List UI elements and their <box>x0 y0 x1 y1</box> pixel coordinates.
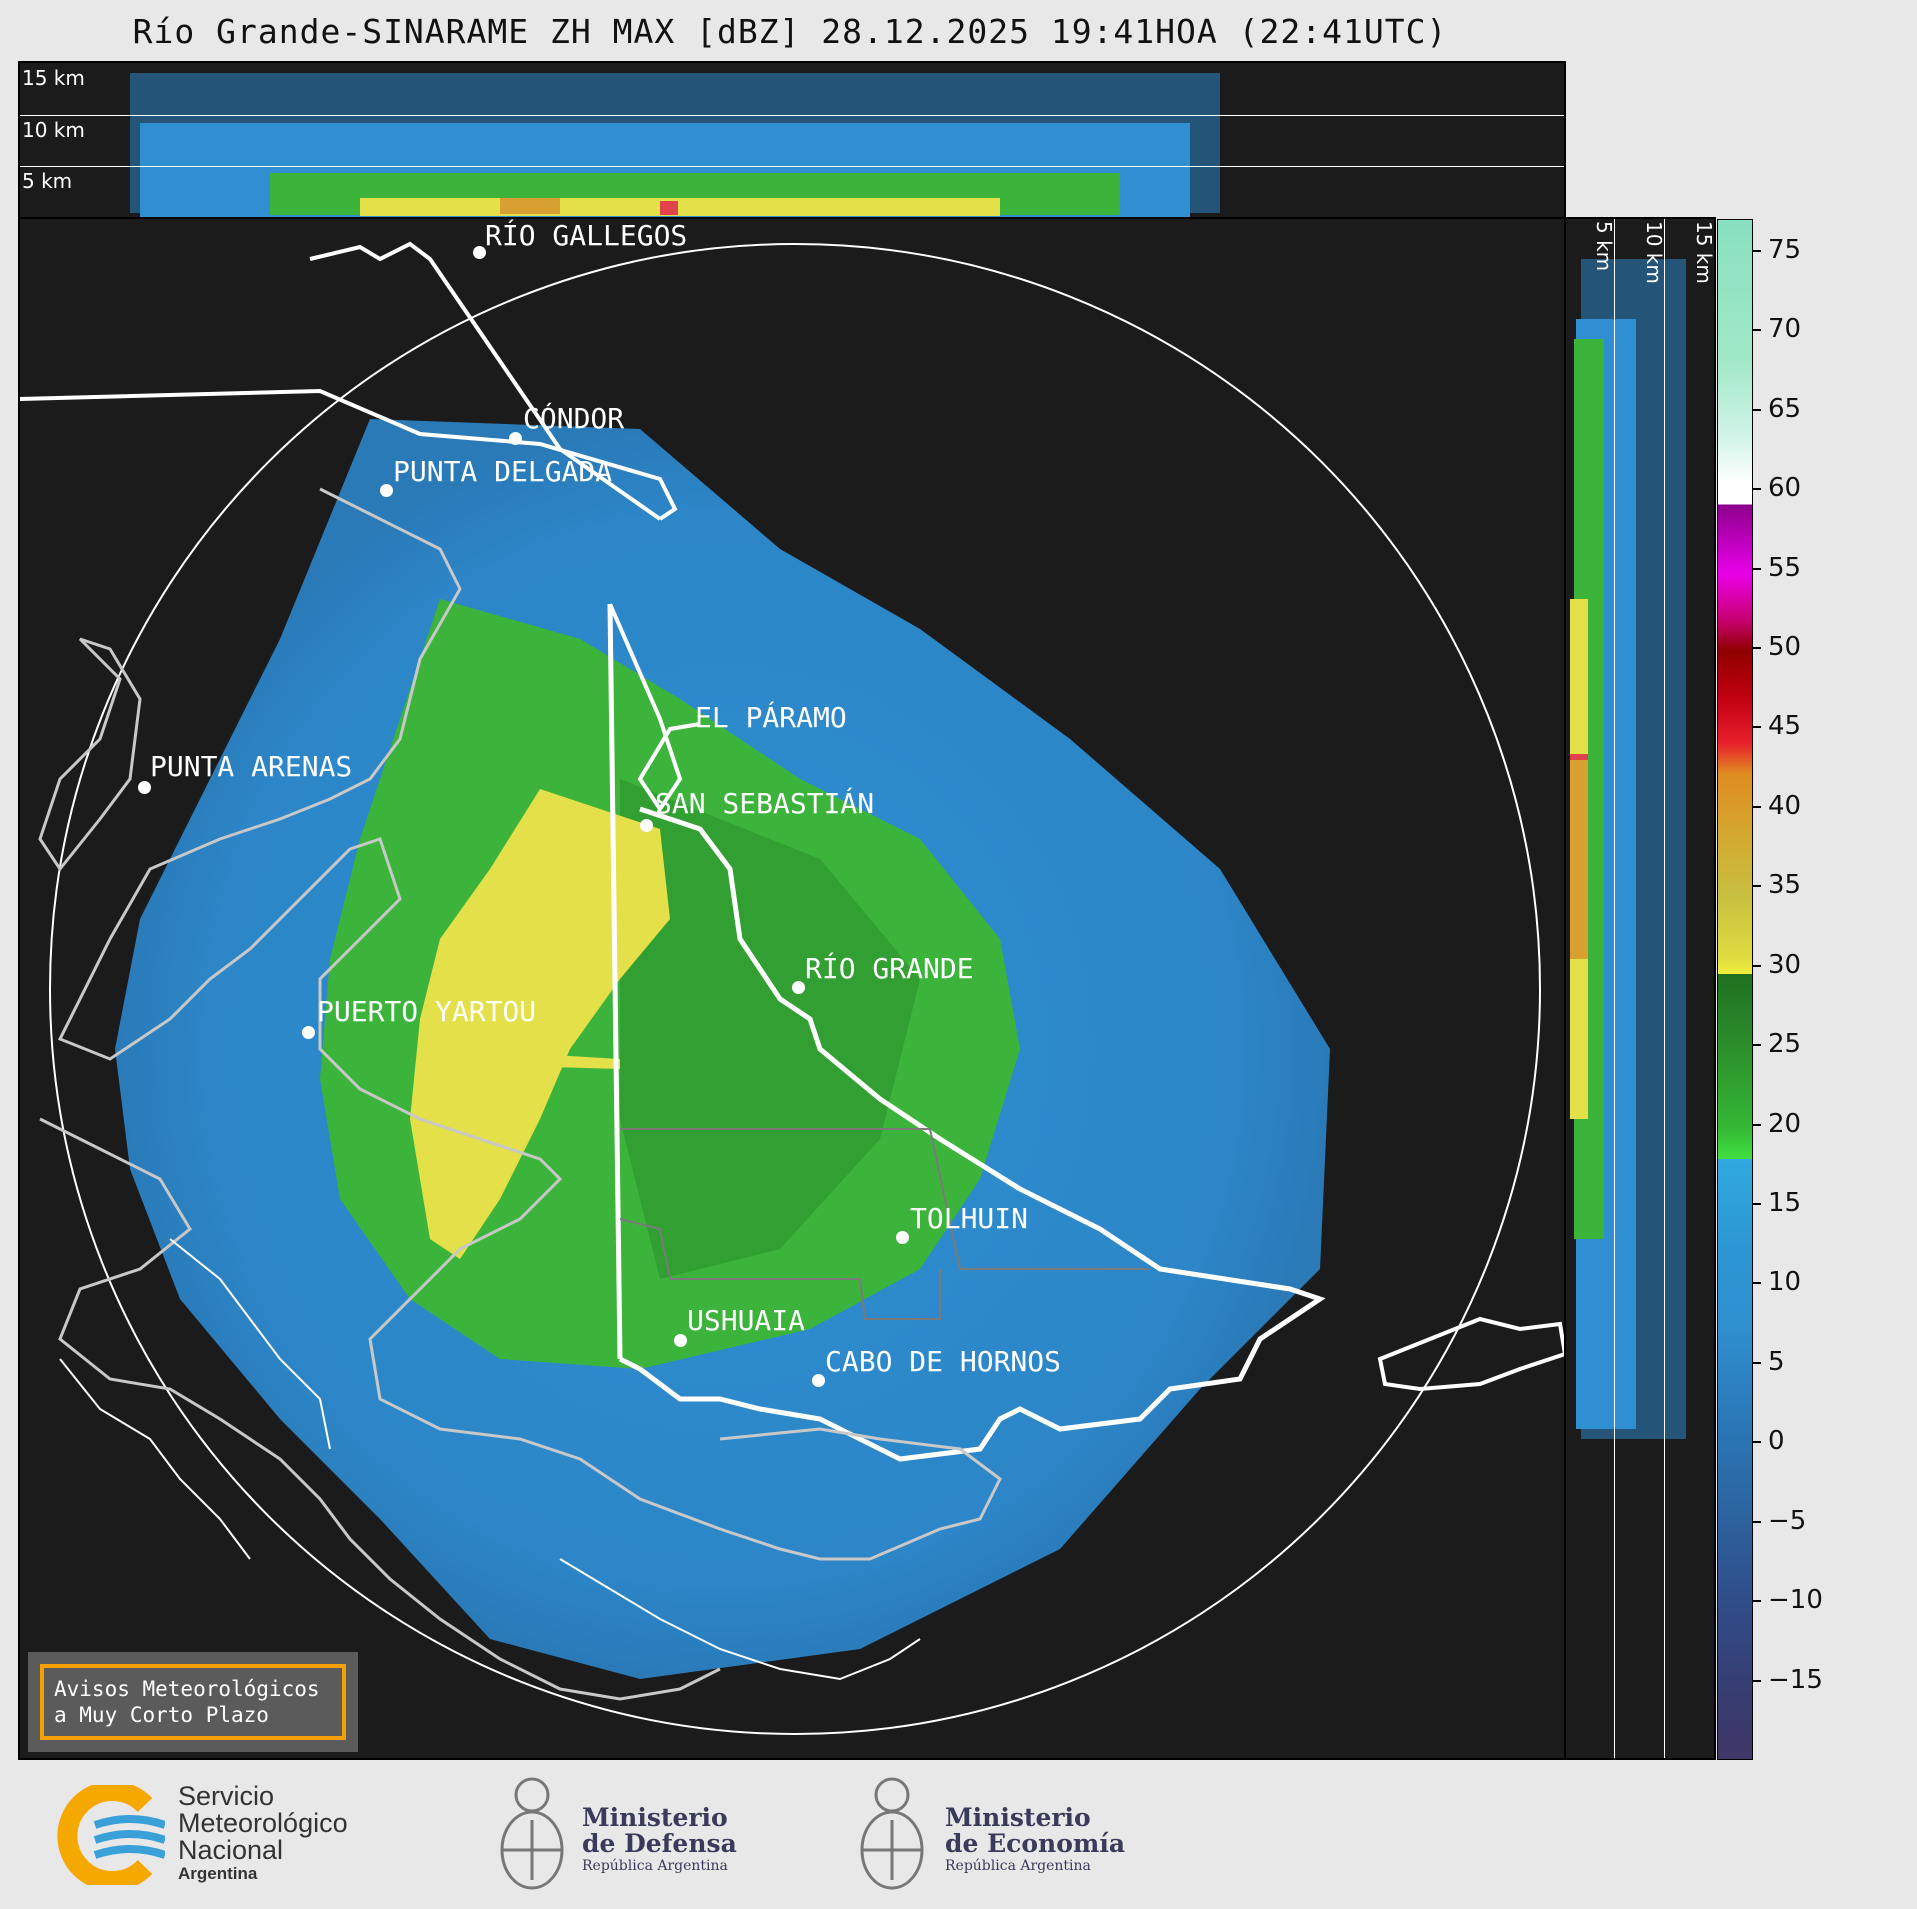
economia-line-1: Ministerio <box>945 1803 1091 1832</box>
defensa-line-1: Ministerio <box>582 1803 728 1832</box>
economia-line-2: de Economía <box>945 1829 1126 1858</box>
colorbar-tick <box>1753 249 1761 252</box>
warning-line-2: a Muy Corto Plazo <box>54 1703 269 1727</box>
smn-line-1: Servicio <box>178 1781 275 1811</box>
top-level-5km: 5 km <box>22 169 73 193</box>
colorbar-tick <box>1753 1441 1761 1444</box>
city-dot-rio-gallegos <box>473 246 486 259</box>
colorbar-tick-label: 65 <box>1768 393 1802 424</box>
colorbar-tick-label: −5 <box>1768 1505 1807 1536</box>
economia-logo-text: Ministerio de Economía República Argenti… <box>945 1805 1125 1875</box>
right-cross-section-panel: 5 km 10 km 15 km <box>1564 217 1716 1760</box>
coat-of-arms-defensa-icon <box>500 1777 564 1890</box>
city-dot-punta-delgada <box>380 484 393 497</box>
colorbar-tick-label: −10 <box>1768 1585 1823 1616</box>
colorbar-tick <box>1753 805 1761 808</box>
colorbar-tick-label: 25 <box>1768 1029 1802 1060</box>
colorbar-tick-label: 30 <box>1768 949 1802 980</box>
smn-logo-icon <box>57 1785 165 1885</box>
city-label-puerto-yartou: PUERTO YARTOU <box>317 995 537 1028</box>
right-cross-section-echo <box>1570 259 1686 1439</box>
colorbar-tick-label: 50 <box>1768 631 1802 662</box>
dbz-colorbar <box>1717 219 1753 1760</box>
colorbar-tick <box>1753 1282 1761 1285</box>
city-label-punta-arenas: PUNTA ARENAS <box>150 750 353 783</box>
city-label-ushuaia: USHUAIA <box>687 1304 806 1337</box>
city-label-rio-gallegos: RÍO GALLEGOS <box>485 219 688 252</box>
colorbar-tick-label: 5 <box>1768 1346 1785 1377</box>
top-cross-section-panel: 15 km 10 km 5 km <box>18 61 1566 219</box>
city-dot-condor <box>509 432 522 445</box>
radar-map-panel: RÍO GALLEGOS CÓNDOR PUNTA DELGADA PUNTA … <box>18 217 1566 1760</box>
smn-logo-text: Servicio Meteorológico Nacional Argentin… <box>178 1783 348 1884</box>
defensa-line-2: de Defensa <box>582 1829 737 1858</box>
city-label-rio-grande: RÍO GRANDE <box>805 952 974 985</box>
city-dot-ushuaia <box>674 1334 687 1347</box>
city-dot-puerto-yartou <box>302 1026 315 1039</box>
radar-echo-layer <box>20 241 1564 1735</box>
colorbar-tick <box>1753 329 1761 332</box>
smn-line-2: Meteorológico <box>178 1808 348 1838</box>
colorbar-tick <box>1753 1600 1761 1603</box>
city-dot-tolhuin <box>896 1231 909 1244</box>
economia-line-3: República Argentina <box>945 1858 1091 1874</box>
defensa-line-3: República Argentina <box>582 1858 728 1874</box>
colorbar-tick <box>1753 567 1761 570</box>
colorbar-tick <box>1753 1679 1761 1682</box>
colorbar-tick <box>1753 964 1761 967</box>
coat-of-arms-economia-icon <box>860 1777 924 1890</box>
colorbar-tick <box>1753 488 1761 491</box>
colorbar-tick <box>1753 646 1761 649</box>
smn-line-3: Nacional <box>178 1835 284 1865</box>
warning-box-border: Avisos Meteorológicos a Muy Corto Plazo <box>40 1664 346 1740</box>
colorbar-tick <box>1753 885 1761 888</box>
colorbar-tick-label: 55 <box>1768 552 1802 583</box>
top-cross-section-echo <box>130 73 1220 217</box>
top-level-10km: 10 km <box>22 118 85 142</box>
colorbar-tick <box>1753 726 1761 729</box>
colorbar-tick <box>1753 408 1761 411</box>
city-dot-san-sebastian <box>640 819 653 832</box>
city-label-cabo-de-hornos: CABO DE HORNOS <box>825 1345 1062 1378</box>
colorbar-tick-label: 60 <box>1768 473 1802 504</box>
colorbar-tick-label: 70 <box>1768 314 1802 345</box>
colorbar-tick-label: 15 <box>1768 1187 1802 1218</box>
right-level-10km: 10 km <box>1642 221 1666 284</box>
city-label-el-paramo: EL PÁRAMO <box>695 701 847 734</box>
colorbar-tick-label: 20 <box>1768 1108 1802 1139</box>
colorbar-tick-label: 0 <box>1768 1426 1785 1457</box>
colorbar-tick <box>1753 1123 1761 1126</box>
colorbar-tick-label: 40 <box>1768 790 1802 821</box>
warning-box: Avisos Meteorológicos a Muy Corto Plazo <box>28 1652 358 1752</box>
right-level-15km: 15 km <box>1692 221 1716 284</box>
right-level-5km: 5 km <box>1592 221 1616 272</box>
warning-line-1: Avisos Meteorológicos <box>54 1677 320 1701</box>
colorbar-tick <box>1753 1361 1761 1364</box>
colorbar-tick-label: 45 <box>1768 711 1802 742</box>
top-level-15km: 15 km <box>22 66 85 90</box>
city-dot-cabo-de-hornos <box>812 1374 825 1387</box>
city-label-san-sebastian: SAN SEBASTIÁN <box>655 787 875 820</box>
city-label-condor: CÓNDOR <box>523 402 625 435</box>
city-label-punta-delgada: PUNTA DELGADA <box>393 455 613 488</box>
colorbar-tick-label: 35 <box>1768 870 1802 901</box>
city-dot-punta-arenas <box>138 781 151 794</box>
colorbar-tick <box>1753 1044 1761 1047</box>
colorbar-tick <box>1753 1520 1761 1523</box>
city-label-tolhuin: TOLHUIN <box>910 1202 1029 1235</box>
defensa-logo-text: Ministerio de Defensa República Argentin… <box>582 1805 737 1875</box>
smn-line-4: Argentina <box>178 1864 258 1883</box>
colorbar-tick <box>1753 1202 1761 1205</box>
colorbar-tick-label: −15 <box>1768 1664 1823 1695</box>
city-dot-rio-grande <box>792 981 805 994</box>
page-title: Río Grande-SINARAME ZH MAX [dBZ] 28.12.2… <box>132 12 1448 51</box>
colorbar-tick-label: 10 <box>1768 1267 1802 1298</box>
colorbar-tick-label: 75 <box>1768 234 1802 265</box>
